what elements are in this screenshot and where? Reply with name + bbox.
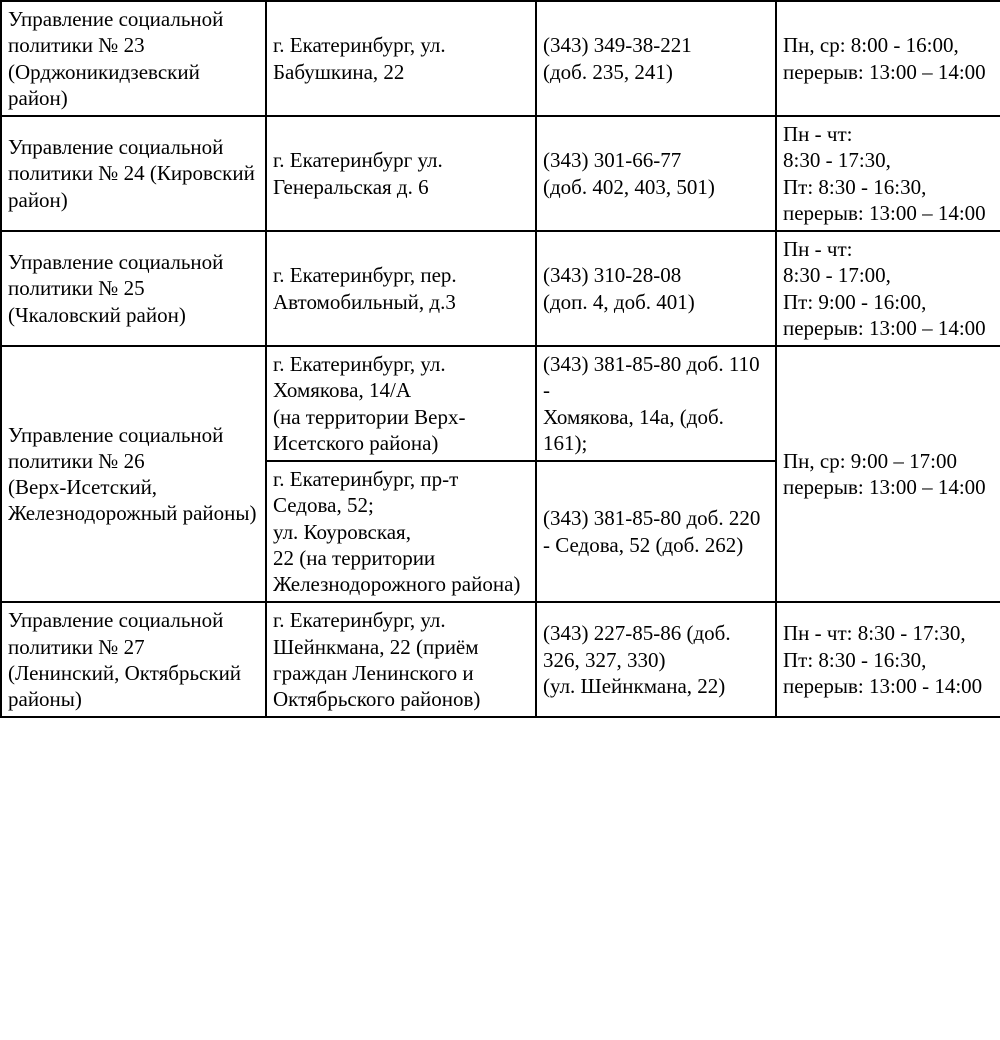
cell-name: Управление социальной политики № 27 (Лен… xyxy=(1,602,266,717)
cell-name: Управление социальной политики № 25 (Чка… xyxy=(1,231,266,346)
cell-address: г. Екатеринбург, ул. Шейнкмана, 22 (приё… xyxy=(266,602,536,717)
cell-schedule: Пн, ср: 9:00 – 17:00 перерыв: 13:00 – 14… xyxy=(776,346,1000,602)
cell-address: г. Екатеринбург, ул. Хомякова, 14/А (на … xyxy=(266,346,536,461)
cell-phone: (343) 227-85-86 (доб. 326, 327, 330) (ул… xyxy=(536,602,776,717)
cell-schedule: Пн - чт: 8:30 - 17:00, Пт: 9:00 - 16:00,… xyxy=(776,231,1000,346)
cell-address: г. Екатеринбург ул. Генеральская д. 6 xyxy=(266,116,536,231)
cell-phone: (343) 381-85-80 доб. 110 - Хомякова, 14а… xyxy=(536,346,776,461)
table-row: Управление социальной политики № 27 (Лен… xyxy=(1,602,1000,717)
contacts-table: Управление социальной политики № 23 (Орд… xyxy=(0,0,1000,718)
cell-phone: (343) 310-28-08 (доп. 4, доб. 401) xyxy=(536,231,776,346)
cell-address: г. Екатеринбург, пер. Автомобильный, д.3 xyxy=(266,231,536,346)
table-row: Управление социальной политики № 23 (Орд… xyxy=(1,1,1000,116)
table-row: Управление социальной политики № 24 (Кир… xyxy=(1,116,1000,231)
cell-name: Управление социальной политики № 23 (Орд… xyxy=(1,1,266,116)
cell-schedule: Пн - чт: 8:30 - 17:30, Пт: 8:30 - 16:30,… xyxy=(776,116,1000,231)
table-row: Управление социальной политики № 26 (Вер… xyxy=(1,346,1000,461)
cell-schedule: Пн - чт: 8:30 - 17:30, Пт: 8:30 - 16:30,… xyxy=(776,602,1000,717)
cell-address: г. Екатеринбург, пр-т Седова, 52; ул. Ко… xyxy=(266,461,536,602)
table-row: Управление социальной политики № 25 (Чка… xyxy=(1,231,1000,346)
cell-phone: (343) 349-38-221 (доб. 235, 241) xyxy=(536,1,776,116)
cell-phone: (343) 381-85-80 доб. 220 - Седова, 52 (д… xyxy=(536,461,776,602)
cell-address: г. Екатеринбург, ул. Бабушкина, 22 xyxy=(266,1,536,116)
cell-schedule: Пн, ср: 8:00 - 16:00, перерыв: 13:00 – 1… xyxy=(776,1,1000,116)
cell-name: Управление социальной политики № 26 (Вер… xyxy=(1,346,266,602)
cell-phone: (343) 301-66-77 (доб. 402, 403, 501) xyxy=(536,116,776,231)
cell-name: Управление социальной политики № 24 (Кир… xyxy=(1,116,266,231)
